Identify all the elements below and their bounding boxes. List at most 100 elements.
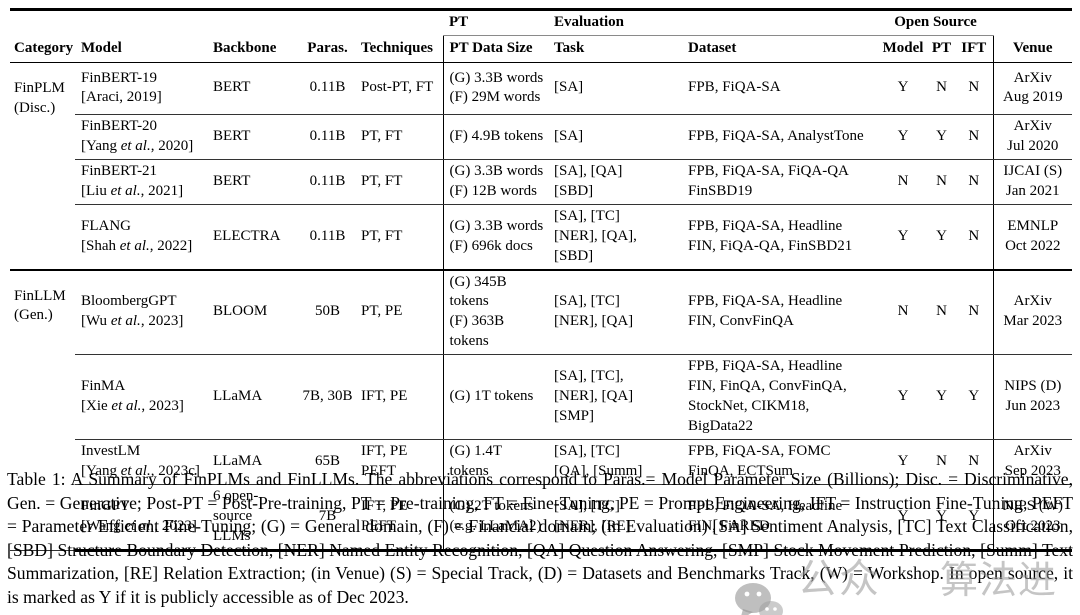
cell-paras: 50B <box>300 268 355 356</box>
cell-os-model: Y <box>878 439 928 485</box>
cell-backbone: LLaMA <box>207 439 300 485</box>
cell-os-model: Y <box>878 354 928 440</box>
cell-os-pt: Y <box>936 227 947 244</box>
cell-os-ift: N <box>955 159 994 205</box>
cell-techniques: PT, FT <box>361 227 403 244</box>
col-header-os-pt: PT <box>928 35 955 63</box>
col-header-os-ift: IFT <box>955 35 994 63</box>
cell-pt-data-size: (G) 1T tokens <box>442 354 548 440</box>
cell-task: [SA], [TC] [NER], [RE] <box>548 484 682 552</box>
cell-dataset: FPB, FiQA-SA, Headline FIN, FiQA-QA, Fin… <box>688 217 853 254</box>
cell-pt-data-size: (G) 345B tokens (F) 363B tokens <box>442 268 548 356</box>
group-header-row: PT Evaluation Open Source <box>10 8 1073 36</box>
cell-os-model: Y <box>878 114 928 160</box>
cell-task: [SA] <box>548 114 682 160</box>
cell-pt-data-size: (G) 3.3B words (F) 29M words <box>442 62 548 115</box>
cell-os-ift: N <box>955 439 994 485</box>
table-row: FinBERT-20 [Yang et al., 2020] BERT 0.11… <box>10 114 1073 160</box>
cell-backbone: 6 open-source LLMs <box>207 484 300 552</box>
group-header-evaluation: Evaluation <box>548 8 878 36</box>
cell-paras: 0.11B <box>300 159 355 205</box>
finplm-finllm-summary-table: PT Evaluation Open Source Category Model… <box>10 8 1073 552</box>
group-header-pt: PT <box>443 8 548 36</box>
cell-pt-data-size: (G) 3.3B words (F) 696k docs <box>442 204 548 270</box>
cell-venue: ArXiv Mar 2023 <box>992 268 1073 356</box>
cell-paras: 65B <box>300 439 355 485</box>
column-header-row: Category Model Backbone Paras. Technique… <box>10 35 1073 63</box>
cell-paras: 0.11B <box>309 227 346 244</box>
table-row: FinLLM (Gen.) BloombergGPT [Wu et al., 2… <box>10 268 1073 551</box>
cell-category: FinLLM (Gen.) <box>10 268 75 551</box>
table-row: FinBERT-21 [Liu et al., 2021] BERT 0.11B… <box>10 159 1073 205</box>
cell-dataset: FPB, FiQA-SA, FiQA-QA FinSBD19 <box>682 159 878 205</box>
cell-os-ift: N <box>955 62 994 115</box>
cell-venue: ArXiv Sep 2023 <box>992 439 1073 485</box>
cell-os-ift: Y <box>955 484 994 552</box>
cell-task: [SA], [TC] [NER], [QA] <box>548 268 682 356</box>
cell-backbone: BERT <box>207 159 300 205</box>
cell-os-pt: N <box>928 159 955 205</box>
cell-os-model: Y <box>878 484 928 552</box>
cell-task: [SA], [TC] [QA], [Summ] <box>548 439 682 485</box>
cell-category: FinPLM (Disc.) <box>10 62 75 271</box>
cell-techniques: PT, PE <box>355 268 443 356</box>
cell-dataset: FPB, FiQA-SA <box>682 62 878 115</box>
cell-task: [SA], [TC], [NER], [QA] [SMP] <box>548 354 682 440</box>
cell-os-model: Y <box>897 227 909 244</box>
col-header-dataset: Dataset <box>682 35 878 63</box>
cell-paras: 7B <box>300 484 355 552</box>
cell-model: FinBERT-19 [Araci, 2019] <box>75 62 207 115</box>
cell-backbone: ELECTRA <box>213 227 281 244</box>
cell-os-ift: N <box>955 114 994 160</box>
cell-dataset: FPB, FiQA-SA, Headline FIN, FinQA, ConvF… <box>682 354 878 440</box>
cell-venue: IJCAI (S) Jan 2021 <box>992 159 1073 205</box>
col-header-category: Category <box>10 35 75 63</box>
col-header-pt-data-size: PT Data Size <box>442 35 548 63</box>
cell-task: [SA], [QA] [SBD] <box>548 159 682 205</box>
cell-model: FinBERT-20 [Yang et al., 2020] <box>75 114 207 160</box>
cell-os-pt: N <box>928 62 955 115</box>
cell-venue: NIPS (W) Oct 2023 <box>992 484 1073 552</box>
cell-backbone: BERT <box>207 62 300 115</box>
cell-os-pt: N <box>928 439 955 485</box>
table-row: FinGPT [Wang et al., 2023] 6 open-source… <box>10 484 1073 552</box>
table-row: FinPLM (Disc.) FinBERT-19 [Araci, 2019] … <box>10 62 1073 271</box>
cell-techniques: IFT, PE PEFT <box>355 484 443 552</box>
cell-os-model: N <box>878 159 928 205</box>
cell-dataset: FPB, FiQA-SA, AnalystTone <box>682 114 878 160</box>
cell-venue: ArXiv Aug 2019 <box>992 62 1073 115</box>
cell-techniques: PT, FT <box>355 159 443 205</box>
cell-techniques: IFT, PE PEFT <box>355 439 443 485</box>
table-row: FLANG [Shah et al., 2022] ELECTRA 0.11B … <box>10 204 1073 270</box>
cell-os-ift: N <box>955 268 994 356</box>
cell-dataset: FPB, FiQA-SA, Headline FIN, ConvFinQA <box>682 268 878 356</box>
cell-model: FinBERT-21 [Liu et al., 2021] <box>75 159 207 205</box>
cell-venue: NIPS (D) Jun 2023 <box>992 354 1073 440</box>
cell-os-pt: Y <box>928 354 955 440</box>
col-header-model: Model <box>75 35 207 63</box>
cell-techniques: Post-PT, FT <box>355 62 443 115</box>
cell-os-model: N <box>878 268 928 356</box>
cell-os-model: Y <box>878 62 928 115</box>
cell-paras: 0.11B <box>300 114 355 160</box>
cell-model: FLANG [Shah et al., 2022] <box>81 217 193 254</box>
col-header-paras: Paras. <box>300 35 355 63</box>
cell-pt-data-size: (G) 2T tokens (e.g. LLaMA2) <box>442 484 548 552</box>
group-header-spacer <box>10 8 443 36</box>
cell-os-pt: N <box>928 268 955 356</box>
cell-dataset: FPB, FiQA-SA, FOMC FinQA, ECTSum <box>682 439 878 485</box>
cell-model: FinMA [Xie et al., 2023] <box>75 354 207 440</box>
col-header-task: Task <box>548 35 682 63</box>
cell-techniques: IFT, PE <box>355 354 443 440</box>
cell-os-ift: Y <box>955 354 994 440</box>
cell-pt-data-size: (G) 3.3B words (F) 12B words <box>442 159 548 205</box>
group-header-open-source: Open Source <box>878 8 994 36</box>
cell-dataset: FPB, FiQA-SA, Headline FIN, FinRED <box>682 484 878 552</box>
cell-backbone: BLOOM <box>207 268 300 356</box>
group-header-spacer <box>993 8 1073 36</box>
col-header-backbone: Backbone <box>207 35 300 63</box>
cell-backbone: BERT <box>207 114 300 160</box>
table-caption: Table 1: A Summary of FinPLMs and FinLLM… <box>7 469 1073 607</box>
cell-venue: EMNLP Oct 2022 <box>992 204 1073 270</box>
cell-os-pt: Y <box>928 114 955 160</box>
